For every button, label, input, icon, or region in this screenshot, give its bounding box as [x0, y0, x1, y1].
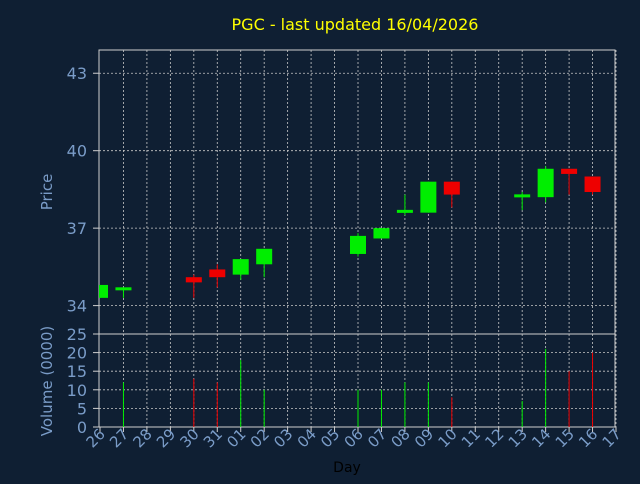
volume-axis-label: Volume (0000) [38, 326, 56, 436]
x-tick-label: 09 [411, 425, 437, 451]
candle-body [115, 287, 132, 291]
x-tick-label: 02 [247, 425, 273, 451]
x-tick-label: 14 [528, 425, 554, 451]
price-tick-label: 34 [67, 297, 87, 316]
price-panel-frame [98, 49, 616, 335]
x-tick-label: 29 [153, 425, 179, 451]
candle-body [350, 235, 366, 254]
x-tick-label: 30 [176, 425, 202, 451]
price-tick-label: 40 [67, 142, 87, 161]
x-tick-label: 01 [223, 425, 249, 451]
x-tick-label: 12 [481, 425, 507, 451]
volume-tick-label: 25 [67, 325, 87, 344]
candle-body [185, 277, 202, 283]
candle-body [584, 176, 601, 192]
candle-body [99, 284, 108, 298]
x-tick-label: 13 [505, 425, 531, 451]
x-tick-label: 07 [364, 425, 390, 451]
x-tick-label: 06 [341, 425, 367, 451]
x-tick-label: 16 [575, 425, 601, 451]
x-tick-label: 28 [130, 425, 156, 451]
price-axis-label: Price [38, 174, 56, 211]
volume-tick-label: 0 [77, 418, 87, 437]
x-axis-label: Day [333, 460, 361, 476]
candle-body [561, 168, 578, 174]
chart-title: PGC - last updated 16/04/2026 [232, 15, 479, 34]
x-tick-label: 27 [106, 425, 132, 451]
x-tick-label: 31 [200, 425, 226, 451]
candle-body [514, 194, 531, 198]
x-tick-label: 17 [599, 425, 625, 451]
x-tick-label: 05 [317, 425, 343, 451]
volume-tick-label: 20 [67, 344, 87, 363]
candle-body [537, 168, 554, 198]
price-panel: 34 37 40 43 [67, 49, 617, 335]
candle-body [396, 209, 413, 213]
candle-body [443, 181, 460, 195]
candle-body [209, 269, 226, 278]
x-tick-label: 04 [294, 425, 320, 451]
x-tick-label: 03 [270, 425, 296, 451]
volume-tick-label: 5 [77, 399, 87, 418]
volume-panel-frame [98, 333, 616, 428]
candle-body [420, 181, 437, 213]
volume-tick-label: 10 [67, 381, 87, 400]
x-axis: 2627282930310102030405060708091011121314… [83, 425, 625, 451]
candle-body [232, 259, 249, 275]
x-tick-label: 15 [552, 425, 578, 451]
candle-body [373, 228, 390, 239]
volume-tick-label: 15 [67, 362, 87, 381]
x-tick-label: 11 [458, 425, 484, 451]
price-tick-label: 37 [67, 219, 87, 238]
candle-body [256, 248, 273, 265]
x-tick-label: 10 [434, 425, 460, 451]
x-tick-label: 08 [388, 425, 414, 451]
price-tick-label: 43 [67, 64, 87, 83]
